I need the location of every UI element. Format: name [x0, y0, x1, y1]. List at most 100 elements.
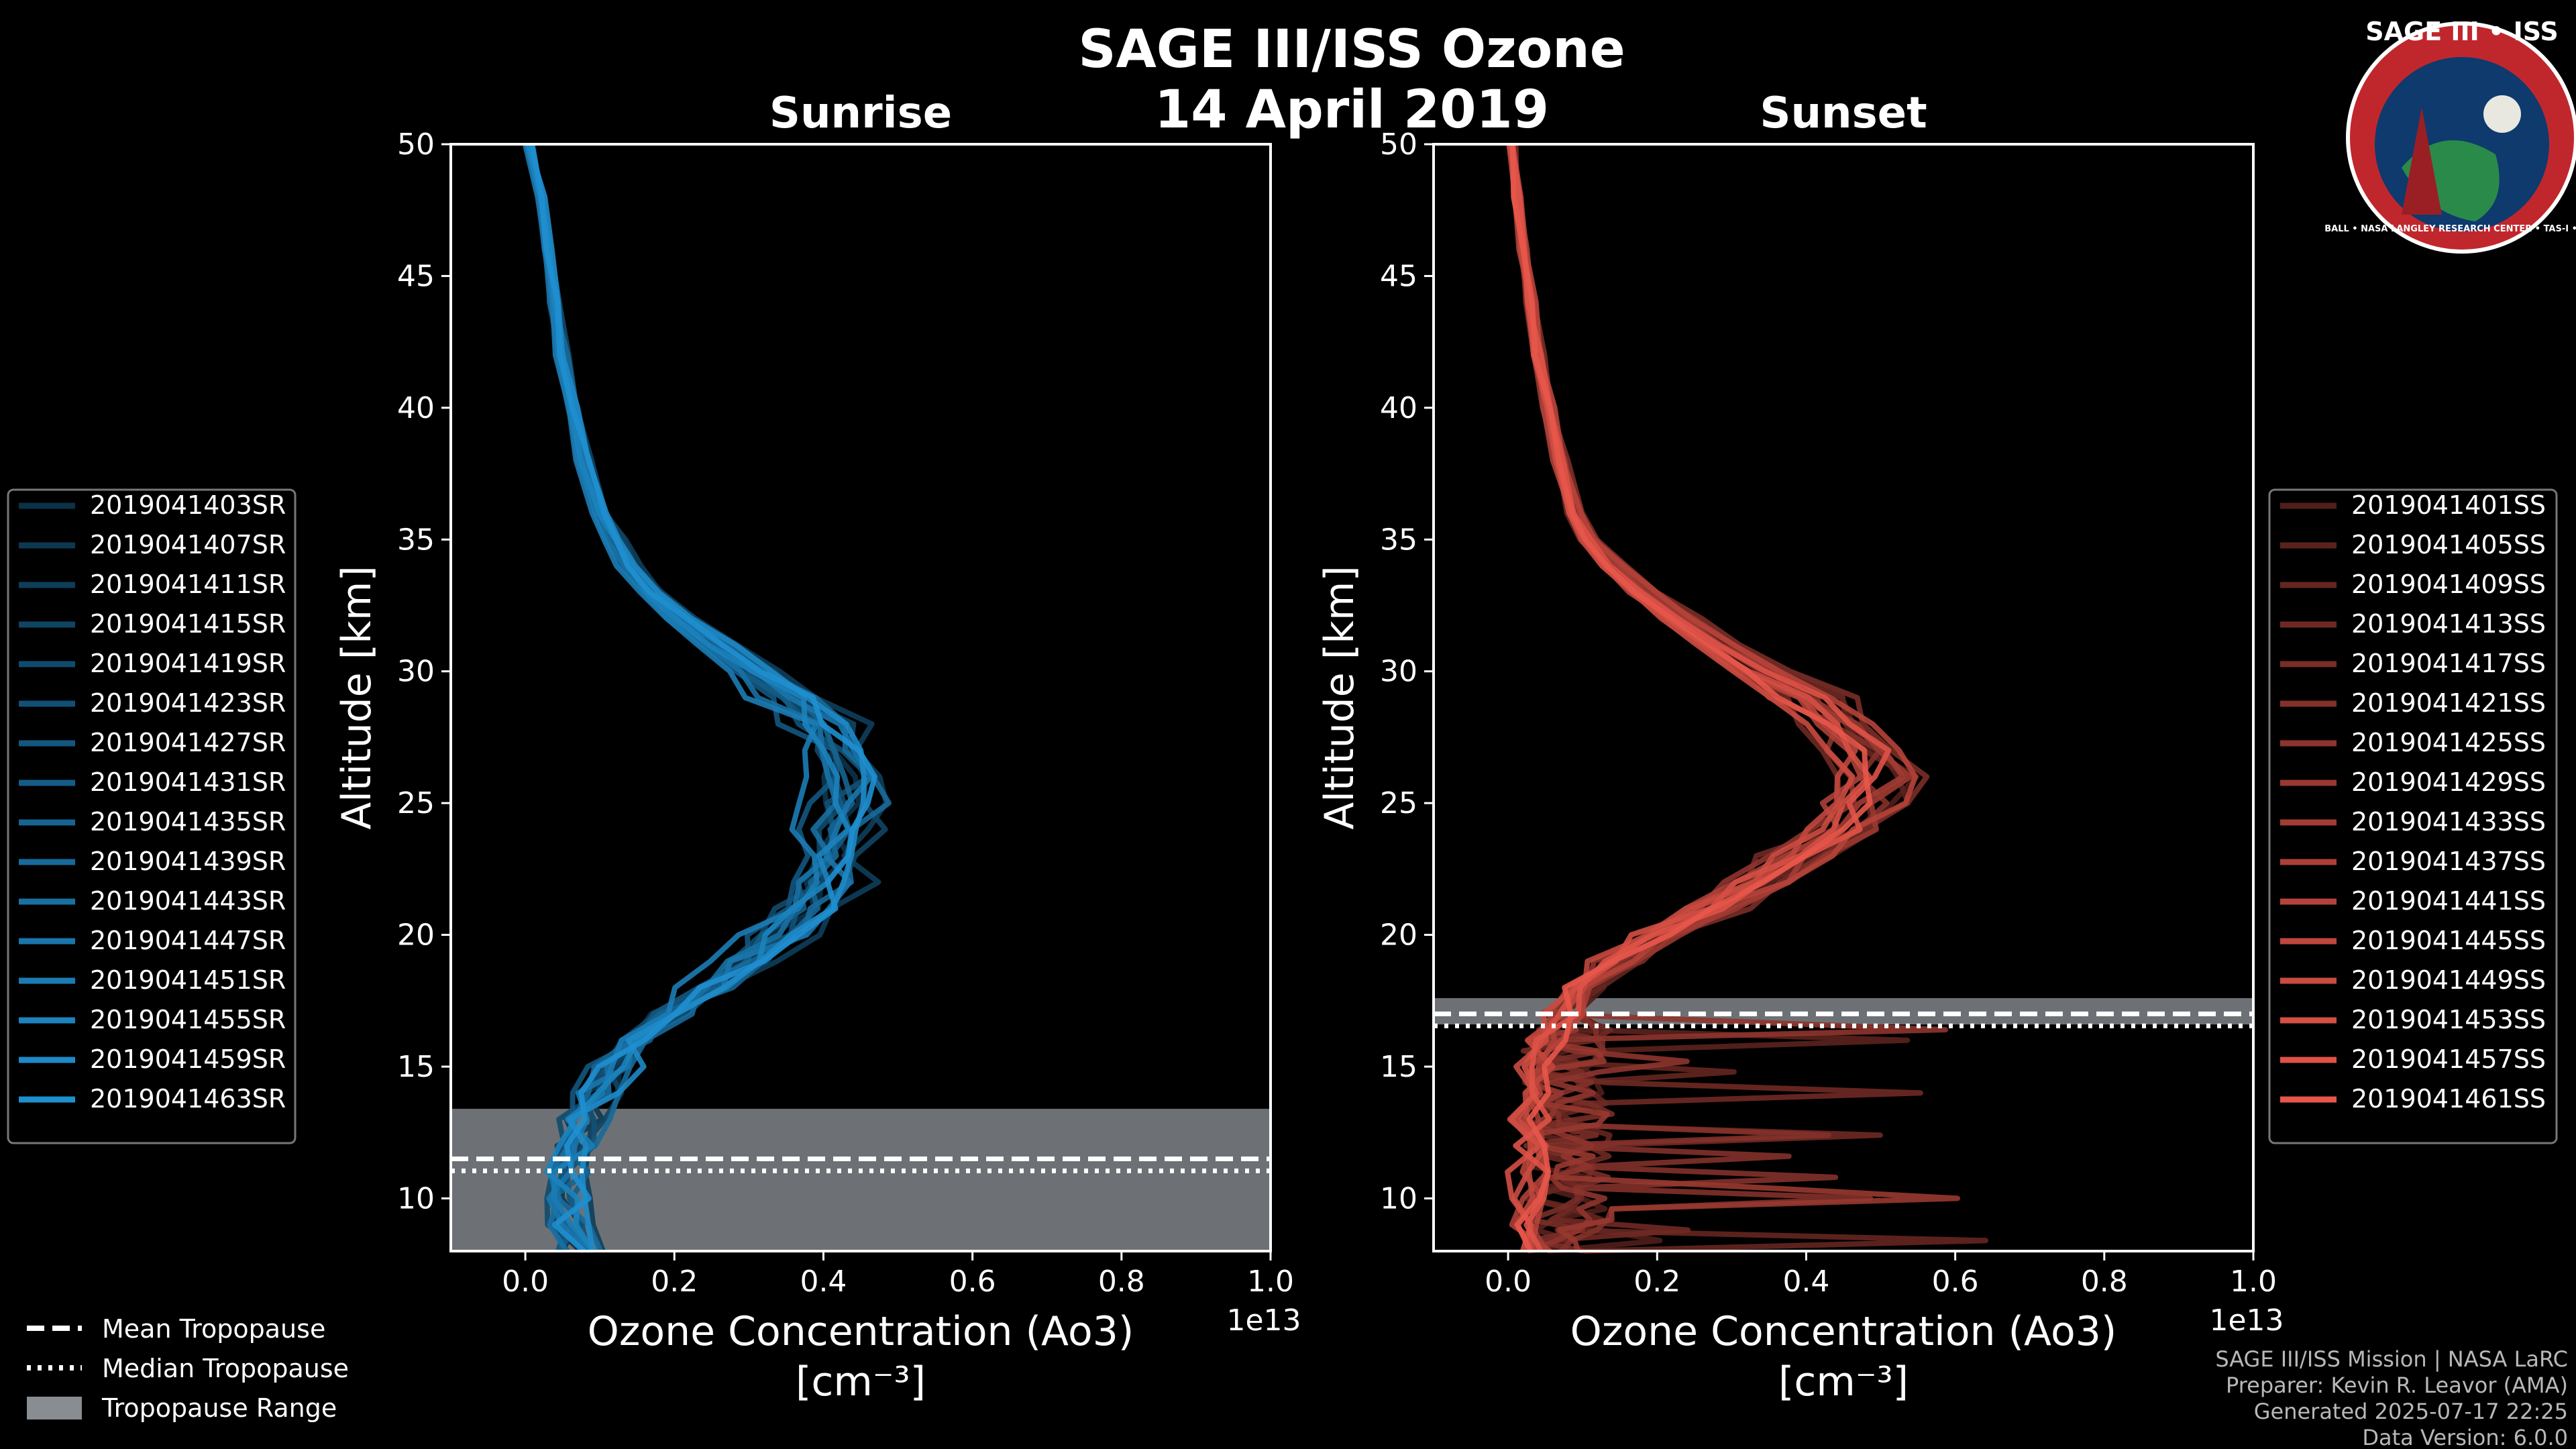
y-tick-label: 15: [397, 1050, 435, 1084]
x-tick-label: 0.0: [1485, 1265, 1532, 1299]
tropopause-legend-entry: Median Tropopause: [102, 1354, 349, 1383]
plot-frame: [449, 143, 1272, 1252]
tropopause-legend-entry: Mean Tropopause: [102, 1314, 325, 1344]
legend-entry: 2019041455SR: [90, 1005, 286, 1034]
x-tick-label: 0.6: [949, 1265, 996, 1299]
legend-entry: 2019041431SR: [90, 767, 286, 797]
y-tick-label: 50: [397, 127, 435, 162]
x-tick-label: 1.0: [1247, 1265, 1294, 1299]
y-tick-label: 30: [1380, 655, 1417, 689]
y-tick-label: 25: [397, 786, 435, 820]
y-axis-label: Altitude [km]: [1316, 566, 1363, 830]
legend-entry: 2019041443SR: [90, 886, 286, 916]
x-offset-label: 1e13: [2209, 1303, 2284, 1338]
legend-entry: 2019041403SR: [90, 490, 286, 520]
x-tick-label: 0.8: [2081, 1265, 2128, 1299]
y-tick-label: 15: [1380, 1050, 1417, 1084]
date-subtitle: 14 April 2019: [1155, 80, 1549, 140]
legend-entry: 2019041419SR: [90, 649, 286, 678]
legend-entry: 2019041463SR: [90, 1084, 286, 1114]
legend-entry: 2019041407SR: [90, 530, 286, 559]
panel-title: Sunset: [1760, 89, 1927, 138]
legend-entry: 2019041449SS: [2351, 965, 2546, 995]
svg-text:BALL • NASA LANGLEY RESEARCH C: BALL • NASA LANGLEY RESEARCH CENTER • TA…: [2324, 224, 2576, 234]
x-tick-label: 0.0: [502, 1265, 549, 1299]
credits: SAGE III/ISS Mission | NASA LaRC Prepare…: [2215, 1346, 2568, 1449]
legend-entry: 2019041451SR: [90, 965, 286, 995]
sage-iii-iss-logo: SAGE III • ISS BALL • NASA LANGLEY RESEA…: [2324, 17, 2576, 254]
legend-box: [7, 488, 297, 1144]
profile-line: [1509, 144, 1873, 1252]
y-tick-label: 30: [397, 655, 435, 689]
legend-entry: 2019041447SR: [90, 926, 286, 955]
y-tick-label: 45: [397, 259, 435, 293]
legend-entry: 2019041459SR: [90, 1044, 286, 1074]
profile-line: [525, 144, 851, 1253]
credit-line: Preparer: Kevin R. Leavor (AMA): [2226, 1373, 2568, 1398]
y-tick-label: 20: [397, 918, 435, 953]
x-axis-label: Ozone Concentration (Ao3): [1570, 1308, 2117, 1355]
legend-entry: 2019041421SS: [2351, 688, 2546, 718]
x-tick-label: 1.0: [2230, 1265, 2277, 1299]
svg-text:SAGE III • ISS: SAGE III • ISS: [2365, 17, 2559, 46]
legend-entry: 2019041411SR: [90, 570, 286, 599]
x-offset-label: 1e13: [1226, 1303, 1301, 1338]
y-tick-label: 10: [1380, 1181, 1417, 1216]
plot-frame: [1432, 143, 2255, 1252]
y-tick-label: 40: [397, 391, 435, 425]
sunrise-legend: 2019041403SR 2019041407SR 2019041411SR 2019…: [7, 488, 297, 1144]
credit-line: Generated 2025-07-17 22:25: [2254, 1399, 2568, 1424]
legend-entry: 2019041461SS: [2351, 1084, 2546, 1114]
y-tick-label: 10: [397, 1181, 435, 1216]
legend-entry: 2019041427SR: [90, 728, 286, 757]
y-tick-label: 25: [1380, 786, 1417, 820]
legend-entry: 2019041405SS: [2351, 530, 2546, 559]
y-tick-label: 35: [1380, 523, 1417, 557]
x-axis-units: [cm⁻³]: [1778, 1358, 1909, 1405]
legend-entry: 2019041435SR: [90, 807, 286, 837]
legend-entry: 2019041401SS: [2351, 490, 2546, 520]
x-axis-label: Ozone Concentration (Ao3): [588, 1308, 1134, 1355]
legend-entry: 2019041429SS: [2351, 767, 2546, 797]
x-tick-label: 0.2: [1633, 1265, 1680, 1299]
legend-entry: 2019041409SS: [2351, 570, 2546, 599]
x-tick-label: 0.6: [1932, 1265, 1979, 1299]
legend-range-swatch: [27, 1397, 82, 1419]
legend-entry: 2019041457SS: [2351, 1044, 2546, 1074]
legend-entry: 2019041433SS: [2351, 807, 2546, 837]
x-tick-label: 0.8: [1098, 1265, 1145, 1299]
credit-line: Data Version: 6.0.0: [2362, 1425, 2568, 1449]
legend-entry: 2019041413SS: [2351, 609, 2546, 639]
legend-box: [2268, 488, 2558, 1144]
legend-entry: 2019041415SR: [90, 609, 286, 639]
x-axis-units: [cm⁻³]: [796, 1358, 926, 1405]
y-axis-label: Altitude [km]: [333, 566, 380, 830]
profile-line: [529, 144, 877, 1253]
x-tick-label: 0.4: [800, 1265, 847, 1299]
credit-line: SAGE III/ISS Mission | NASA LaRC: [2215, 1346, 2568, 1372]
profile-line: [1509, 144, 1892, 1252]
y-tick-label: 45: [1380, 259, 1417, 293]
y-tick-label: 35: [397, 523, 435, 557]
legend-entry: 2019041445SS: [2351, 926, 2546, 955]
panel-title: Sunrise: [769, 89, 952, 138]
legend-entry: 2019041437SS: [2351, 847, 2546, 876]
main-title: SAGE III/ISS Ozone: [1078, 19, 1625, 80]
tropopause-legend: Mean Tropopause Median Tropopause Tropopau…: [27, 1314, 349, 1423]
sunset-legend: 2019041401SS 2019041405SS 2019041409SS 2019…: [2268, 488, 2558, 1144]
legend-entry: 2019041423SR: [90, 688, 286, 718]
x-tick-label: 0.4: [1782, 1265, 1829, 1299]
y-tick-label: 20: [1380, 918, 1417, 953]
sunrise-panel: 0.0 0.2 0.4 0.6 0.8 1.0 10 15 20 25 30 35 40 45 50 1e13…: [333, 89, 1301, 1405]
legend-entry: 2019041425SS: [2351, 728, 2546, 757]
sunset-panel: 0.0 0.2 0.4 0.6 0.8 1.0 10 15 20 25 30 35 40 45 50 1e13…: [1316, 89, 2284, 1405]
x-tick-label: 0.2: [651, 1265, 698, 1299]
legend-entry: 2019041417SS: [2351, 649, 2546, 678]
legend-entry: 2019041453SS: [2351, 1005, 2546, 1034]
y-tick-label: 50: [1380, 127, 1417, 162]
legend-entry: 2019041441SS: [2351, 886, 2546, 916]
plot-area: [451, 144, 1271, 1251]
tropopause-legend-entry: Tropopause Range: [101, 1393, 337, 1423]
legend-entry: 2019041439SR: [90, 847, 286, 876]
